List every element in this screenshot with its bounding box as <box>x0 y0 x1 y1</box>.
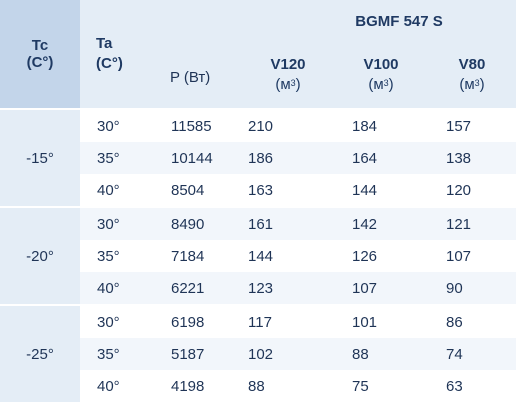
tc-group-cell: -20° <box>0 206 80 305</box>
table-row: 35° 5187 102 88 74 <box>0 338 516 370</box>
ta-cell: 35° <box>80 142 162 174</box>
v100-cell: 75 <box>352 377 369 395</box>
v120-cell: 163 <box>248 181 274 199</box>
ta-cell: 30° <box>80 304 162 338</box>
tc-column-header: Tc (C°) <box>0 0 80 109</box>
v120-header-label: V120 <box>270 56 306 73</box>
power-cell: 6198 <box>162 304 242 338</box>
v120-cell: 88 <box>248 377 265 395</box>
v80-cell: 121 <box>428 206 516 240</box>
v80-header-unit: (м3) <box>459 76 485 93</box>
v100-cell: 144 <box>352 181 378 199</box>
ta-cell: 35° <box>80 338 162 370</box>
v120-cell: 123 <box>242 272 334 305</box>
table-row: 40° 4198 88 75 63 <box>0 370 516 402</box>
ta-cell: 30° <box>80 108 162 142</box>
ta-header-label: Ta <box>96 35 113 52</box>
table-row: 35° 7184 144 126 107 <box>0 240 516 272</box>
v100-cell: 184 <box>334 108 428 142</box>
v80-cell: 107 <box>446 247 472 265</box>
ta-cell: 40° <box>80 272 162 305</box>
v100-cell: 126 <box>352 247 378 265</box>
power-cell: 5187 <box>162 338 242 370</box>
ta-header-unit: (C°) <box>96 55 123 72</box>
v80-cell: 86 <box>428 304 516 338</box>
v120-cell: 210 <box>242 108 334 142</box>
table-row: -15° 30° 11585 210 184 157 <box>0 108 516 207</box>
power-cell: 7184 <box>171 247 205 265</box>
v120-cell: 186 <box>242 142 334 174</box>
v100-cell: 142 <box>334 206 428 240</box>
v100-cell: 107 <box>334 272 428 305</box>
v80-column-header: V80 (м3) <box>428 42 516 109</box>
ta-cell: 35° <box>97 247 120 265</box>
v100-header-label: V100 <box>363 56 399 73</box>
v80-cell: 138 <box>428 142 516 174</box>
power-cell: 8490 <box>162 206 242 240</box>
v120-cell: 102 <box>242 338 334 370</box>
table-row: -20° 30° 8490 161 142 121 <box>0 206 516 305</box>
table-body: -15° 30° 11585 210 184 157 35° 10144 186… <box>0 108 516 402</box>
table-row: 40° 8504 163 144 120 <box>0 174 516 207</box>
power-cell: 8504 <box>171 181 205 199</box>
v80-cell: 157 <box>428 108 516 142</box>
v100-cell: 88 <box>334 338 428 370</box>
power-cell: 6221 <box>162 272 242 305</box>
table-row: 35° 10144 186 164 138 <box>0 142 516 174</box>
v120-column-header: V120 (м3) <box>242 42 334 109</box>
ta-cell: 30° <box>80 206 162 240</box>
model-header: BGMF 547 S <box>242 0 516 42</box>
v120-cell: 144 <box>248 247 274 265</box>
table-row: -25° 30° 6198 117 101 86 <box>0 304 516 402</box>
table-row: 40° 6221 123 107 90 <box>0 272 516 305</box>
v100-cell: 164 <box>334 142 428 174</box>
v100-column-header: V100 (м3) <box>334 42 428 109</box>
v80-cell: 63 <box>446 377 463 395</box>
ta-column-header: Ta (C°) <box>80 0 162 109</box>
tc-header-label: Tc <box>31 37 49 54</box>
ta-cell: 40° <box>97 377 120 395</box>
power-cell: 4198 <box>171 377 205 395</box>
v80-header-label: V80 <box>458 56 486 73</box>
tc-group-cell: -25° <box>0 304 80 402</box>
v120-cell: 161 <box>242 206 334 240</box>
v100-header-unit: (м3) <box>368 76 394 93</box>
tc-header-unit: (C°) <box>26 54 54 71</box>
v80-cell: 90 <box>428 272 516 305</box>
power-cell: 10144 <box>162 142 242 174</box>
v80-cell: 74 <box>428 338 516 370</box>
tc-group-cell: -15° <box>0 108 80 207</box>
table-header: Tc (C°) Ta (C°) P (Вт) BGMF 547 S V120 (… <box>0 0 516 109</box>
ta-cell: 40° <box>97 181 120 199</box>
v120-header-unit: (м3) <box>275 76 301 93</box>
power-cell: 11585 <box>162 108 242 142</box>
v80-cell: 120 <box>446 181 472 199</box>
power-column-header: P (Вт) <box>162 0 242 109</box>
v100-cell: 101 <box>334 304 428 338</box>
v120-cell: 117 <box>242 304 334 338</box>
